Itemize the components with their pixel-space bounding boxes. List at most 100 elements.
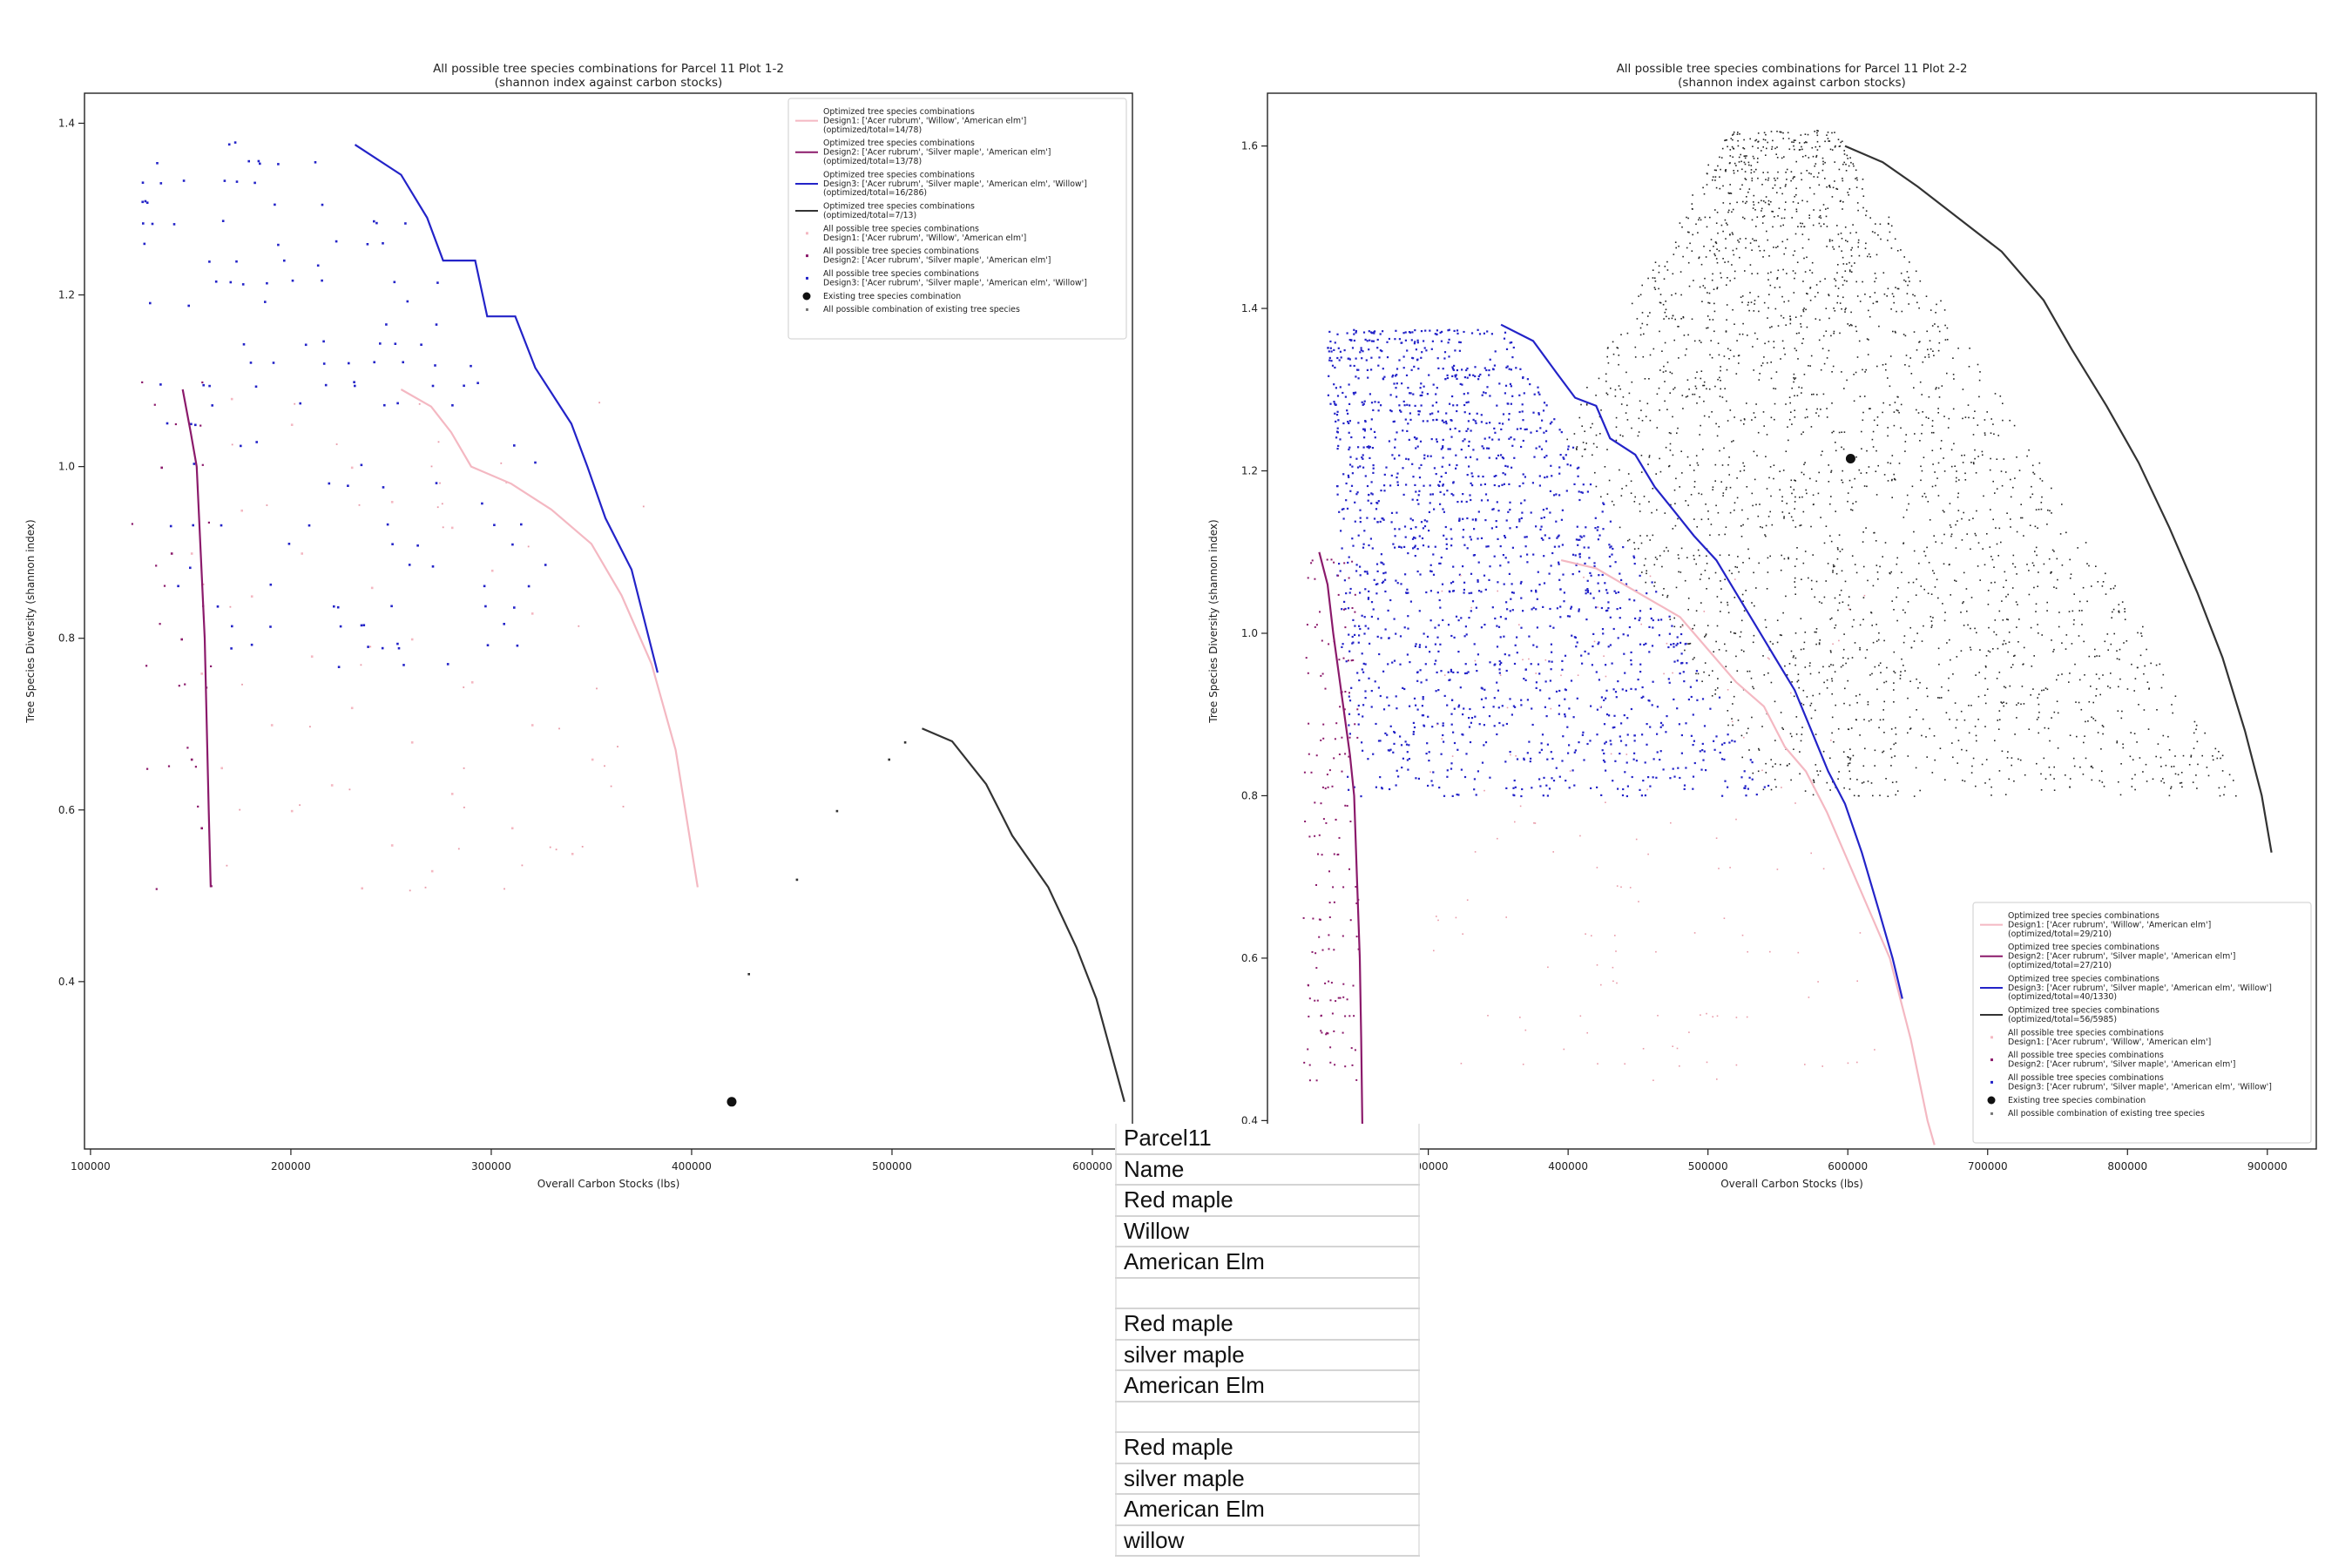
scatter-point — [1911, 485, 1914, 488]
scatter-point — [1630, 707, 1632, 711]
scatter-point — [1515, 367, 1517, 369]
scatter-point — [1681, 395, 1684, 396]
scatter-point — [1420, 404, 1423, 407]
scatter-point — [1989, 778, 1990, 781]
scatter-point — [1849, 270, 1851, 273]
scatter-point — [1950, 535, 1952, 537]
scatter-point — [1451, 794, 1454, 797]
scatter-point — [1937, 412, 1939, 414]
scatter-point — [1558, 561, 1560, 564]
scatter-point — [1552, 780, 1556, 782]
scatter-point — [1996, 458, 1998, 460]
scatter-point — [1314, 835, 1316, 837]
scatter-point — [1962, 602, 1963, 605]
scatter-point — [1828, 294, 1829, 295]
scatter-point — [1681, 624, 1684, 626]
data-point — [330, 784, 334, 787]
scatter-point — [2157, 743, 2159, 745]
scatter-point — [1774, 700, 1776, 703]
scatter-point — [1719, 376, 1720, 379]
scatter-point — [2002, 402, 2004, 404]
scatter-point — [1770, 362, 1772, 363]
scatter-point — [1459, 341, 1462, 344]
scatter-point — [1693, 554, 1695, 557]
scatter-point — [1700, 424, 1701, 427]
scatter-point — [1928, 395, 1930, 398]
scatter-point — [1908, 503, 1909, 505]
scatter-point — [1439, 503, 1442, 505]
scatter-point — [1896, 596, 1897, 598]
scatter-point — [2023, 535, 2024, 537]
scatter-point — [1367, 598, 1369, 600]
scatter-point — [1736, 133, 1739, 135]
scatter-point — [1883, 681, 1885, 684]
scatter-point — [1603, 752, 1605, 755]
scatter-point — [1348, 733, 1351, 735]
scatter-point — [1508, 654, 1511, 657]
scatter-point — [1542, 538, 1544, 541]
scatter-point — [1993, 566, 1995, 568]
scatter-point — [1413, 726, 1416, 729]
scatter-point — [1368, 677, 1370, 679]
scatter-point — [1462, 440, 1464, 443]
scatter-point — [1337, 853, 1340, 855]
scatter-point — [1370, 418, 1373, 421]
scatter-point — [1352, 641, 1355, 644]
scatter-point — [1997, 647, 1999, 650]
scatter-point — [1772, 139, 1774, 142]
scatter-point — [1586, 387, 1588, 389]
scatter-point — [1678, 558, 1680, 559]
scatter-point — [1740, 525, 1742, 527]
scatter-point — [1742, 562, 1744, 564]
scatter-point — [1578, 466, 1580, 469]
scatter-point — [1774, 179, 1776, 181]
scatter-point — [1347, 421, 1349, 423]
scatter-point — [2163, 781, 2166, 784]
scatter-point — [1779, 187, 1781, 189]
scatter-point — [1869, 674, 1871, 676]
scatter-point — [1855, 371, 1857, 374]
scatter-point — [1518, 624, 1520, 625]
scatter-point — [1767, 317, 1768, 319]
scatter-point — [1713, 302, 1715, 305]
scatter-point — [2138, 704, 2139, 706]
scatter-point — [1890, 308, 1892, 310]
scatter-point — [1418, 410, 1421, 413]
scatter-point — [1823, 681, 1825, 684]
scatter-point — [1495, 525, 1497, 528]
scatter-point — [2112, 611, 2113, 613]
scatter-point — [1348, 700, 1352, 702]
scatter-point — [1594, 527, 1597, 530]
scatter-point — [1958, 479, 1960, 481]
scatter-point — [1723, 355, 1726, 357]
scatter-point — [1759, 373, 1761, 375]
scatter-point — [2069, 672, 2071, 674]
scatter-point — [1562, 456, 1565, 459]
scatter-point — [1477, 561, 1480, 564]
scatter-point — [2073, 593, 2075, 595]
scatter-point — [1480, 483, 1483, 486]
scatter-point — [197, 805, 199, 808]
scatter-point — [1903, 517, 1905, 518]
scatter-point — [1924, 356, 1926, 358]
scatter-point — [1709, 534, 1711, 537]
scatter-point — [229, 605, 232, 608]
scatter-point — [1847, 492, 1849, 494]
scatter-point — [1406, 653, 1409, 656]
scatter-point — [1665, 308, 1667, 311]
scatter-point — [1835, 624, 1837, 626]
scatter-point — [1950, 594, 1951, 596]
scatter-point — [1472, 418, 1475, 421]
scatter-point — [1819, 280, 1821, 282]
scatter-point — [1643, 644, 1646, 646]
scatter-point — [1402, 493, 1405, 496]
scatter-point — [1336, 410, 1339, 413]
scatter-point — [1794, 176, 1795, 178]
scatter-point — [2034, 551, 2036, 552]
scatter-point — [1488, 578, 1490, 581]
scatter-point — [1463, 438, 1466, 441]
scatter-point — [1928, 356, 1930, 358]
scatter-point — [1583, 535, 1585, 537]
scatter-point — [1806, 696, 1808, 698]
scatter-point — [1862, 565, 1865, 568]
